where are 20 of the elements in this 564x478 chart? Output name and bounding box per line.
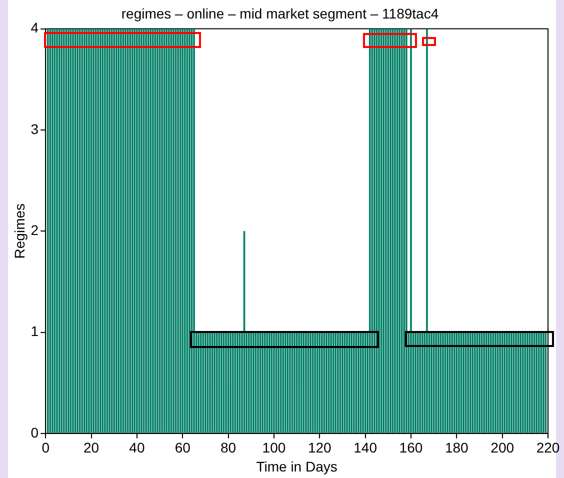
y-tick-label: 4: [30, 20, 39, 36]
y-tick-label: 0: [30, 424, 39, 440]
x-tick-label: 0: [42, 440, 50, 456]
x-tick-label: 60: [174, 440, 191, 456]
y-tick-label: 3: [30, 120, 39, 137]
x-tick-label: 40: [129, 440, 145, 456]
x-tick-label: 220: [536, 440, 560, 456]
x-tick-label: 200: [490, 440, 514, 456]
x-tick-label: 160: [399, 440, 423, 456]
x-tick-label: 80: [220, 440, 236, 456]
y-axis-title: Regimes: [11, 203, 28, 259]
x-tick-label: 120: [308, 440, 332, 456]
x-tick-label: 140: [354, 440, 378, 456]
x-tick-label: 180: [444, 440, 469, 456]
y-tick-label: 1: [30, 323, 39, 340]
x-tick-label: 100: [262, 440, 286, 456]
chart-title: regimes – online – mid market segment – 1189tac4: [121, 5, 439, 22]
y-tick-label: 2: [30, 222, 39, 238]
x-tick-label: 20: [83, 440, 100, 456]
x-axis-title: Time in Days: [256, 458, 338, 474]
